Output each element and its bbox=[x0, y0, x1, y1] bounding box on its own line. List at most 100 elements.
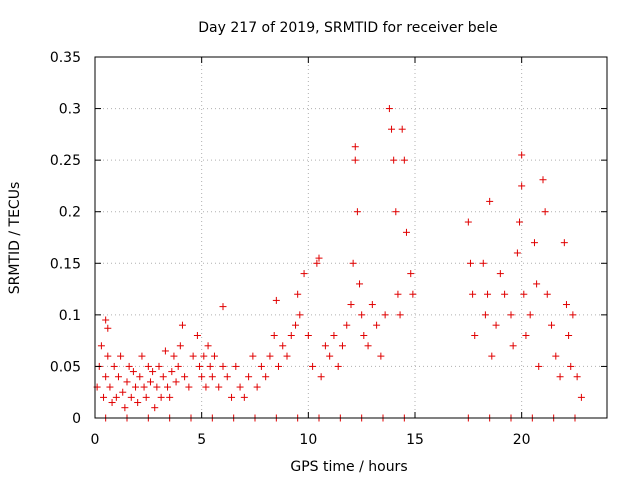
data-point bbox=[153, 383, 161, 391]
data-point bbox=[104, 324, 112, 332]
data-point bbox=[138, 352, 146, 360]
data-point bbox=[343, 321, 351, 329]
data-point bbox=[300, 270, 308, 278]
data-point bbox=[466, 259, 474, 267]
data-point bbox=[170, 352, 178, 360]
data-point bbox=[106, 383, 114, 391]
data-point bbox=[161, 347, 169, 355]
data-point bbox=[351, 143, 359, 151]
data-point bbox=[501, 290, 509, 298]
axis-ticks: 0 5 10 15 20 0 0.05 0.1 0.15 0.2 0.25 0.3 0.35 bbox=[50, 50, 607, 448]
data-point bbox=[129, 368, 137, 376]
chart-title: Day 217 of 2019, SRMTID for receiver bel… bbox=[198, 20, 497, 36]
data-point bbox=[219, 362, 227, 370]
y-axis-label: SRMTID / TECUs bbox=[7, 182, 23, 295]
data-point bbox=[552, 352, 560, 360]
data-point bbox=[347, 301, 355, 309]
data-point bbox=[151, 404, 159, 412]
data-point bbox=[257, 362, 265, 370]
data-point bbox=[232, 362, 240, 370]
data-point bbox=[471, 331, 479, 339]
data-point bbox=[149, 368, 157, 376]
data-point bbox=[569, 311, 577, 319]
data-point bbox=[400, 156, 408, 164]
data-point bbox=[196, 362, 204, 370]
data-point bbox=[392, 208, 400, 216]
data-point bbox=[409, 290, 417, 298]
data-point bbox=[377, 352, 385, 360]
x-axis-label: GPS time / hours bbox=[290, 459, 407, 475]
data-point bbox=[548, 321, 556, 329]
data-point bbox=[185, 383, 193, 391]
data-point bbox=[117, 352, 125, 360]
data-point bbox=[398, 125, 406, 133]
data-point bbox=[206, 362, 214, 370]
data-point bbox=[102, 373, 110, 381]
data-point bbox=[560, 239, 568, 247]
data-point bbox=[270, 331, 278, 339]
data-point bbox=[526, 311, 534, 319]
data-point bbox=[518, 182, 526, 190]
data-point bbox=[507, 311, 515, 319]
data-point bbox=[304, 331, 312, 339]
data-point bbox=[121, 404, 129, 412]
data-point bbox=[481, 311, 489, 319]
data-point bbox=[166, 393, 174, 401]
data-point bbox=[228, 393, 236, 401]
data-point bbox=[315, 254, 323, 262]
data-point bbox=[262, 373, 270, 381]
data-point bbox=[562, 301, 570, 309]
data-point bbox=[178, 321, 186, 329]
data-point bbox=[274, 362, 282, 370]
data-point bbox=[144, 362, 152, 370]
data-point bbox=[349, 259, 357, 267]
x-tick-label: 5 bbox=[197, 432, 206, 448]
data-point bbox=[309, 362, 317, 370]
data-point bbox=[530, 239, 538, 247]
data-point bbox=[351, 156, 359, 164]
data-point bbox=[266, 352, 274, 360]
data-point bbox=[402, 228, 410, 236]
data-point bbox=[112, 393, 120, 401]
data-point bbox=[518, 151, 526, 159]
y-tick-label: 0.05 bbox=[50, 359, 81, 375]
data-point bbox=[164, 383, 172, 391]
data-point bbox=[296, 311, 304, 319]
data-point bbox=[330, 331, 338, 339]
y-tick-label: 0 bbox=[72, 411, 81, 427]
data-point bbox=[100, 393, 108, 401]
data-point bbox=[208, 373, 216, 381]
data-point bbox=[249, 352, 257, 360]
data-point bbox=[484, 290, 492, 298]
data-point bbox=[245, 373, 253, 381]
data-point bbox=[543, 290, 551, 298]
data-point bbox=[210, 352, 218, 360]
data-point bbox=[486, 197, 494, 205]
data-point bbox=[479, 259, 487, 267]
data-point bbox=[539, 176, 547, 184]
data-point bbox=[492, 321, 500, 329]
data-point bbox=[407, 270, 415, 278]
data-point bbox=[368, 301, 376, 309]
data-point bbox=[353, 208, 361, 216]
data-point bbox=[104, 352, 112, 360]
y-tick-label: 0.3 bbox=[59, 102, 81, 118]
data-point bbox=[390, 156, 398, 164]
x-tick-label: 15 bbox=[406, 432, 424, 448]
data-point bbox=[198, 373, 206, 381]
data-point bbox=[127, 393, 135, 401]
data-point bbox=[136, 373, 144, 381]
data-point bbox=[373, 321, 381, 329]
data-point bbox=[469, 290, 477, 298]
data-point bbox=[123, 378, 131, 386]
data-point bbox=[516, 218, 524, 226]
data-point bbox=[396, 311, 404, 319]
data-point bbox=[172, 378, 180, 386]
data-point bbox=[509, 342, 517, 350]
data-point bbox=[294, 290, 302, 298]
data-point bbox=[240, 393, 248, 401]
data-points bbox=[93, 105, 585, 422]
data-point bbox=[385, 105, 393, 113]
